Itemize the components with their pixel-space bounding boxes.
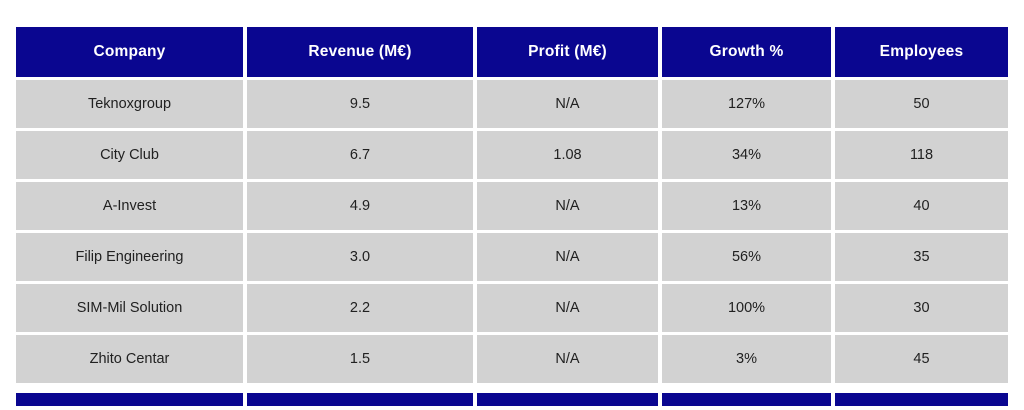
cell-profit: N/A: [477, 182, 658, 230]
table-row: City Club 6.7 1.08 34% 118: [16, 131, 1008, 179]
table-row: Teknoxgroup 9.5 N/A 127% 50: [16, 80, 1008, 128]
cell-profit: N/A: [477, 80, 658, 128]
cell-employees: 118: [835, 131, 1008, 179]
cell-growth: 127%: [662, 80, 831, 128]
column-header-growth[interactable]: Growth %: [662, 27, 831, 77]
column-header-revenue[interactable]: Revenue (M€): [247, 27, 473, 77]
cell-company: City Club: [16, 131, 243, 179]
cell-growth: 34%: [662, 131, 831, 179]
cell-employees: 35: [835, 233, 1008, 281]
header-strip-segment: [247, 393, 473, 406]
cell-profit: N/A: [477, 233, 658, 281]
column-header-profit[interactable]: Profit (M€): [477, 27, 658, 77]
table-row: SIM-Mil Solution 2.2 N/A 100% 30: [16, 284, 1008, 332]
cell-employees: 30: [835, 284, 1008, 332]
cell-growth: 13%: [662, 182, 831, 230]
cell-employees: 45: [835, 335, 1008, 383]
header-strip-segment: [662, 393, 831, 406]
cell-growth: 56%: [662, 233, 831, 281]
cell-revenue: 1.5: [247, 335, 473, 383]
table-header-row: Company Revenue (M€) Profit (M€) Growth …: [16, 27, 1008, 77]
header-strip-segment: [835, 393, 1008, 406]
cell-company: Zhito Centar: [16, 335, 243, 383]
cell-revenue: 9.5: [247, 80, 473, 128]
cell-revenue: 4.9: [247, 182, 473, 230]
header-strip-segment: [477, 393, 658, 406]
company-financials-table: Company Revenue (M€) Profit (M€) Growth …: [16, 27, 1008, 383]
cell-company: A-Invest: [16, 182, 243, 230]
cell-company: Filip Engineering: [16, 233, 243, 281]
cell-growth: 3%: [662, 335, 831, 383]
column-header-employees[interactable]: Employees: [835, 27, 1008, 77]
cell-revenue: 6.7: [247, 131, 473, 179]
cell-profit: 1.08: [477, 131, 658, 179]
cell-revenue: 2.2: [247, 284, 473, 332]
header-strip-segment: [16, 393, 243, 406]
table-row: Filip Engineering 3.0 N/A 56% 35: [16, 233, 1008, 281]
cell-growth: 100%: [662, 284, 831, 332]
cell-revenue: 3.0: [247, 233, 473, 281]
cell-profit: N/A: [477, 335, 658, 383]
cell-company: SIM-Mil Solution: [16, 284, 243, 332]
cell-employees: 50: [835, 80, 1008, 128]
clipped-repeat-header-strip: [16, 393, 1008, 406]
cell-employees: 40: [835, 182, 1008, 230]
column-header-company[interactable]: Company: [16, 27, 243, 77]
cell-profit: N/A: [477, 284, 658, 332]
table-row: A-Invest 4.9 N/A 13% 40: [16, 182, 1008, 230]
cell-company: Teknoxgroup: [16, 80, 243, 128]
table-row: Zhito Centar 1.5 N/A 3% 45: [16, 335, 1008, 383]
